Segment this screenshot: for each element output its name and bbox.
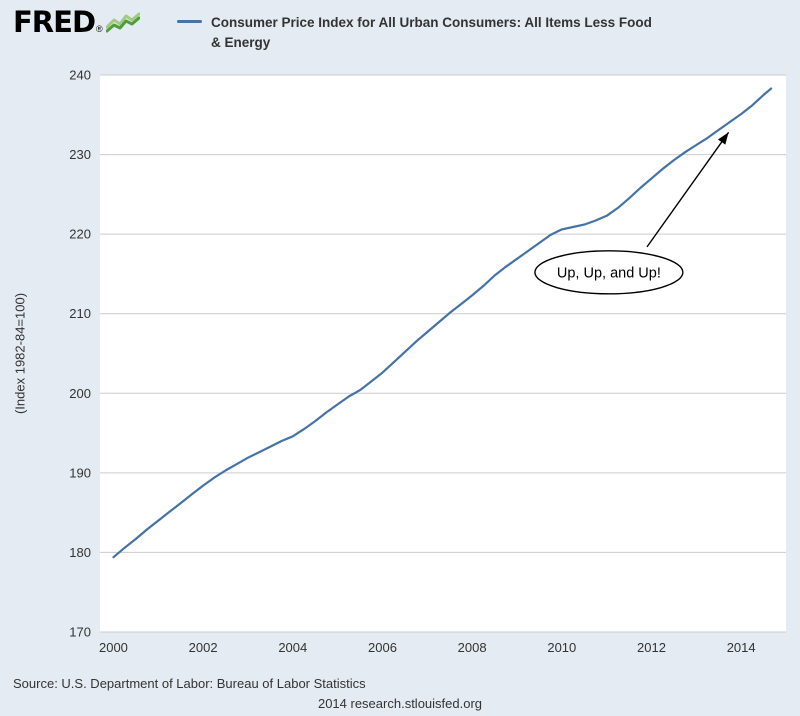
cpi-series-line — [112, 87, 773, 559]
legend: Consumer Price Index for All Urban Consu… — [177, 13, 652, 53]
sparkline-icon — [105, 12, 140, 33]
registered-mark: ® — [96, 24, 103, 34]
y-tick-label: 230 — [69, 147, 91, 162]
fred-logo-text: FRED — [13, 5, 96, 39]
y-tick-label: 190 — [69, 465, 91, 480]
y-tick-label: 240 — [69, 68, 91, 83]
legend-label-line2: & Energy — [211, 35, 271, 50]
y-tick-label: 200 — [69, 386, 91, 401]
annotation-text: Up, Up, and Up! — [557, 265, 661, 281]
legend-label: Consumer Price Index for All Urban Consu… — [211, 13, 652, 53]
y-tick-label: 170 — [69, 625, 91, 640]
y-tick-label: 220 — [69, 227, 91, 242]
x-tick-label: 2014 — [727, 640, 756, 655]
annotation-ellipse — [534, 250, 684, 295]
x-tick-label: 2002 — [189, 640, 218, 655]
credit-text: 2014 research.stlouisfed.org — [317, 696, 483, 711]
y-tick-label: 180 — [69, 545, 91, 560]
x-tick-label: 2010 — [547, 640, 576, 655]
x-tick-label: 2012 — [637, 640, 666, 655]
annotation-arrow — [646, 131, 730, 248]
sparkline-light-line — [105, 12, 140, 29]
x-tick-label: 2006 — [368, 640, 397, 655]
fred-logo: FRED ® — [13, 5, 140, 39]
plot-background — [100, 75, 786, 632]
x-tick-label: 2004 — [278, 640, 307, 655]
line-chart: 170 180 190 200 210 220 230 240 2000 2002 2004 2006… — [69, 68, 786, 655]
source-text: Source: U.S. Department of Labor: Bureau… — [13, 676, 366, 691]
y-tick-label: 210 — [69, 306, 91, 321]
annotation-arrowhead — [717, 132, 729, 145]
legend-label-line1: Consumer Price Index for All Urban Consu… — [211, 15, 652, 30]
sparkline-dark-line — [105, 16, 140, 33]
x-tick-label: 2000 — [99, 640, 128, 655]
legend-line-swatch — [177, 20, 202, 23]
x-tick-label: 2008 — [458, 640, 487, 655]
